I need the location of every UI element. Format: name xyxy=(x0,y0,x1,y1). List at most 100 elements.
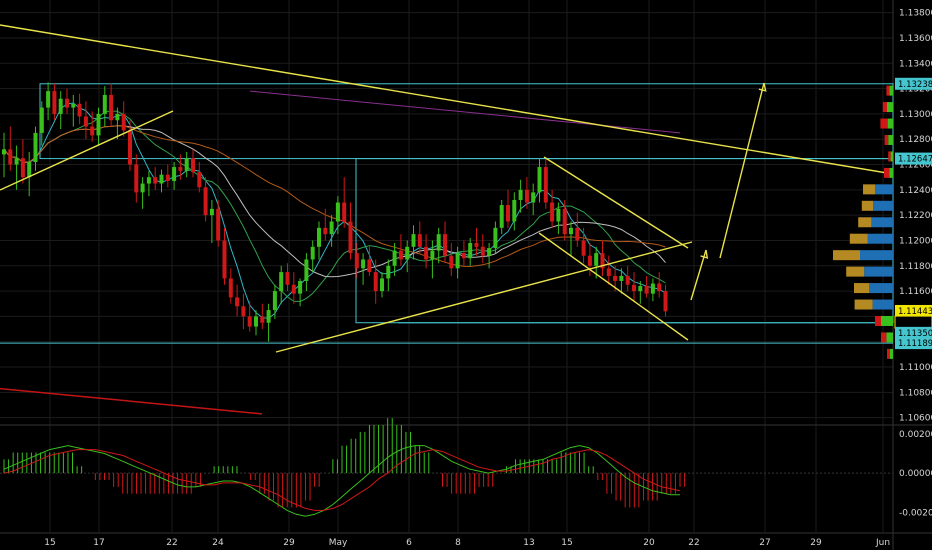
candle-body xyxy=(436,234,441,251)
volume-profile-bar xyxy=(889,85,893,96)
volume-profile-bar xyxy=(849,233,868,244)
candle-body xyxy=(468,243,473,259)
candle-body xyxy=(52,91,57,114)
time-tick-label: 15 xyxy=(44,538,55,548)
candle-body xyxy=(235,297,240,307)
moving-average-line xyxy=(3,102,666,319)
moving-average-line xyxy=(3,125,666,268)
candle-body xyxy=(279,272,284,292)
volume-profile-bar xyxy=(854,283,869,294)
volume-profile-bar xyxy=(884,167,890,178)
price-tick-label: 1.11000 xyxy=(899,363,932,373)
candle-body xyxy=(77,103,82,117)
volume-profile-bar xyxy=(888,134,893,145)
candle-body xyxy=(90,126,95,136)
long-moving-average-line xyxy=(0,387,263,415)
candle-body xyxy=(443,234,447,256)
price-badge xyxy=(895,77,932,90)
candle-body xyxy=(373,272,378,292)
candle-body xyxy=(247,316,252,327)
time-tick-label: 20 xyxy=(643,538,655,548)
candle-body xyxy=(543,167,548,203)
candle-body xyxy=(109,94,114,121)
volume-profile-bar xyxy=(854,299,873,310)
volume-profile-bar xyxy=(875,184,893,195)
candle-body xyxy=(606,268,611,276)
time-tick-label: 15 xyxy=(561,538,572,548)
candle-body xyxy=(417,234,422,247)
candle-body xyxy=(619,275,624,281)
volume-profile-bar xyxy=(833,250,860,261)
candle-body xyxy=(203,187,208,216)
volume-profile-bar xyxy=(869,283,893,294)
candle-body xyxy=(632,284,636,292)
candle-body xyxy=(71,103,76,108)
candle-body xyxy=(474,243,479,247)
candle-body xyxy=(14,158,19,165)
candle-body xyxy=(600,253,605,269)
moving-average-line xyxy=(249,90,681,134)
volume-profile-bar xyxy=(881,332,887,343)
macd-line xyxy=(3,445,680,517)
candle-body xyxy=(304,259,309,281)
candle-body xyxy=(128,130,132,165)
candle-body xyxy=(386,265,391,279)
volume-profile-bar xyxy=(871,217,893,228)
price-badge-label: 1.11443 xyxy=(898,307,932,317)
candle-body xyxy=(222,240,227,279)
candle-body xyxy=(657,283,662,292)
arrow-head xyxy=(758,82,767,92)
candle-body xyxy=(506,205,510,222)
candle-body xyxy=(594,253,599,266)
volume-profile-bar xyxy=(887,348,890,359)
candle-body xyxy=(310,246,315,260)
candle-body xyxy=(480,246,485,256)
candle-body xyxy=(405,246,410,260)
candle-body xyxy=(272,291,277,311)
arrow-head xyxy=(700,249,709,259)
volume-profile-bar xyxy=(846,266,865,277)
candle-body xyxy=(317,227,321,247)
candle-body xyxy=(228,278,233,298)
price-tick-label: 1.13600 xyxy=(899,34,932,44)
candle-body xyxy=(550,202,555,222)
candle-body xyxy=(663,291,668,312)
candle-body xyxy=(216,208,221,241)
candle-body xyxy=(96,113,101,136)
moving-average-line xyxy=(3,110,666,303)
price-badge-label: 1.11350 xyxy=(898,329,932,339)
volume-profile-bar xyxy=(881,315,893,326)
candle-body xyxy=(587,255,592,266)
candle-body xyxy=(650,283,655,294)
candle-body xyxy=(178,167,183,171)
price-badge xyxy=(895,304,932,317)
price-badge-label: 1.11189 xyxy=(898,339,932,349)
descending-trendline xyxy=(0,24,894,175)
price-tick-label: 1.13400 xyxy=(899,59,932,69)
candle-body xyxy=(398,250,403,260)
candle-body xyxy=(20,158,25,178)
price-tick-label: 1.12200 xyxy=(899,211,932,221)
volume-profile-bar xyxy=(890,348,893,359)
volume-profile-bar xyxy=(886,332,893,343)
volume-profile-bar xyxy=(861,200,874,211)
price-tick-label: 1.10800 xyxy=(899,388,932,398)
price-badge-label: 1.12647 xyxy=(898,155,932,165)
time-tick-label: 8 xyxy=(455,538,461,548)
candle-body xyxy=(102,94,107,114)
volume-profile-bar xyxy=(875,315,881,326)
time-tick-label: 22 xyxy=(166,538,177,548)
volume-profile-bar xyxy=(887,118,893,129)
candle-body xyxy=(342,202,347,222)
macd-pane xyxy=(0,418,893,517)
candle-body xyxy=(335,202,340,222)
price-badge xyxy=(895,326,932,339)
channel-lower-line xyxy=(538,232,689,341)
volume-profile xyxy=(833,85,893,359)
time-tick-label: May xyxy=(329,538,348,548)
candle-body xyxy=(291,284,296,294)
time-axis: 15 17 22 24 29 May 6 8 13 15 20 22 27 29 Jun xyxy=(44,538,890,548)
